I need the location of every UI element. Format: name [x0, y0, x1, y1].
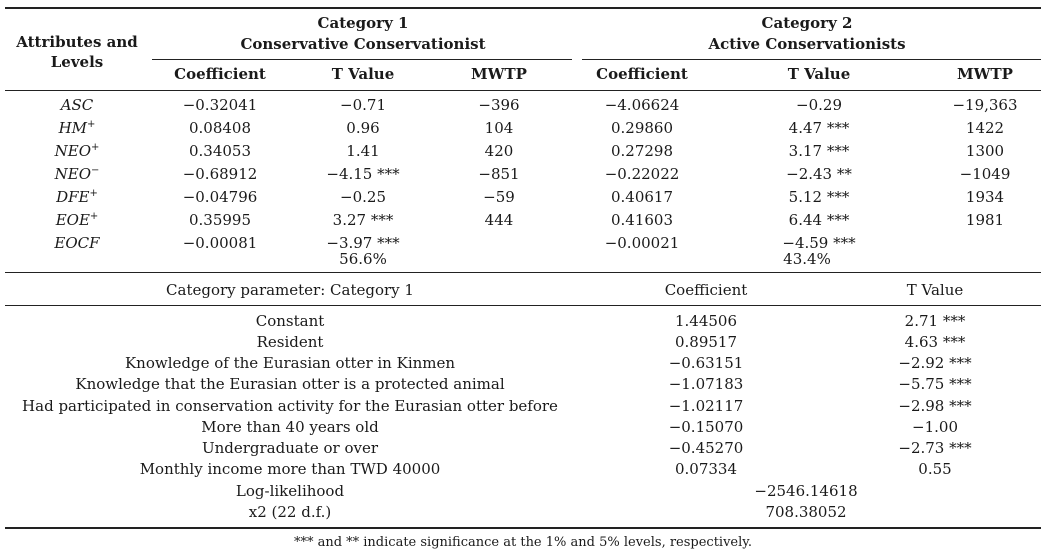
c1-coefficient: 0.08408	[188, 119, 252, 137]
category2-underline	[582, 59, 1041, 60]
c2-t-value: 5.12 ***	[788, 188, 850, 206]
param-coefficient: −0.63151	[668, 354, 744, 372]
c1-t-value: 3.27 ***	[332, 211, 394, 229]
param-coefficient: −1.07183	[668, 375, 744, 393]
param-header-label: Category parameter: Category 1	[166, 281, 414, 299]
header-rule	[5, 90, 1041, 91]
param-t-value: −2.98 ***	[898, 397, 972, 415]
attribute-name: DFE+	[56, 188, 98, 206]
c1-t-value: −4.15 ***	[326, 165, 400, 183]
param-label: Monthly income more than TWD 40000	[139, 460, 441, 478]
category2-subtitle: Active Conservationists	[708, 35, 906, 53]
c2-mwtp: 1981	[965, 211, 1005, 229]
c1-t-value: 0.96	[346, 119, 380, 137]
c1-mwtp: −396	[478, 96, 520, 114]
c2-coefficient: −4.06624	[604, 96, 680, 114]
c2-coefficient: 0.27298	[610, 142, 674, 160]
c1-mwtp: −59	[483, 188, 515, 206]
category1-share: 56.6%	[339, 250, 387, 268]
param-label: Knowledge that the Eurasian otter is a p…	[75, 375, 505, 393]
c2-mwtp: −19,363	[952, 96, 1018, 114]
param-coefficient: −1.02117	[668, 397, 744, 415]
param-label: Constant	[255, 312, 325, 330]
c2-coefficient: −0.00021	[604, 234, 680, 252]
col-header: Coefficient	[596, 65, 688, 83]
param-coefficient: 0.89517	[674, 333, 738, 351]
param-label: Undergraduate or over	[201, 439, 379, 457]
c1-coefficient: 0.35995	[188, 211, 252, 229]
top-rule	[5, 7, 1041, 9]
attribute-name: NEO−	[54, 165, 100, 183]
section-rule	[5, 272, 1041, 273]
c1-mwtp: 104	[484, 119, 514, 137]
c1-t-value: −3.97 ***	[326, 234, 400, 252]
col-header: MWTP	[471, 65, 527, 83]
fit-value: 708.38052	[765, 503, 847, 521]
c2-t-value: 3.17 ***	[788, 142, 850, 160]
col-header: MWTP	[957, 65, 1013, 83]
param-t-value: −2.73 ***	[898, 439, 972, 457]
col-header: Coefficient	[174, 65, 266, 83]
c1-t-value: 1.41	[346, 142, 380, 160]
c1-mwtp: 420	[484, 142, 514, 160]
fit-value: −2546.14618	[754, 482, 858, 500]
param-header-coefficient: Coefficient	[664, 281, 748, 299]
c2-t-value: 6.44 ***	[788, 211, 850, 229]
param-t-value: −2.92 ***	[898, 354, 972, 372]
fit-label: x2 (22 d.f.)	[248, 503, 332, 521]
category1-title: Category 1	[317, 14, 409, 32]
param-t-value: 2.71 ***	[904, 312, 966, 330]
param-coefficient: −0.45270	[668, 439, 744, 457]
c2-t-value: 4.47 ***	[788, 119, 850, 137]
attribute-name: ASC	[60, 96, 94, 114]
attributes-header: Attributes and Levels	[16, 33, 138, 71]
c1-coefficient: −0.32041	[182, 96, 258, 114]
category1-underline	[152, 59, 572, 60]
attribute-name: NEO+	[54, 142, 100, 160]
param-label: Knowledge of the Eurasian otter in Kinme…	[124, 354, 456, 372]
param-t-value: −1.00	[912, 418, 958, 436]
attribute-name: EOCF	[54, 234, 100, 252]
c2-coefficient: 0.41603	[610, 211, 674, 229]
c2-coefficient: 0.40617	[610, 188, 674, 206]
c1-t-value: −0.71	[340, 96, 386, 114]
category1-subtitle: Conservative Conservationist	[240, 35, 486, 53]
bottom-rule	[5, 527, 1041, 529]
param-t-value: 4.63 ***	[904, 333, 966, 351]
c2-coefficient: −0.22022	[604, 165, 680, 183]
param-t-value: −5.75 ***	[898, 375, 972, 393]
category2-title: Category 2	[761, 14, 853, 32]
param-t-value: 0.55	[918, 460, 952, 478]
attribute-name: EOE+	[55, 211, 99, 229]
c2-t-value: −0.29	[796, 96, 842, 114]
c2-t-value: −4.59 ***	[782, 234, 856, 252]
param-coefficient: 1.44506	[674, 312, 738, 330]
c2-mwtp: 1300	[965, 142, 1005, 160]
param-label: Resident	[256, 333, 324, 351]
param-label: More than 40 years old	[201, 418, 379, 436]
param-header-t-value: T Value	[906, 281, 964, 299]
c2-mwtp: 1422	[965, 119, 1005, 137]
c1-coefficient: −0.00081	[182, 234, 258, 252]
param-coefficient: −0.15070	[668, 418, 744, 436]
c2-coefficient: 0.29860	[610, 119, 674, 137]
col-header: T Value	[331, 65, 395, 83]
c2-mwtp: −1049	[959, 165, 1011, 183]
significance-note: *** and ** indicate significance at the …	[293, 535, 753, 550]
c2-mwtp: 1934	[965, 188, 1005, 206]
c1-coefficient: −0.04796	[182, 188, 258, 206]
param-label: Had participated in conservation activit…	[22, 397, 558, 415]
c1-mwtp: 444	[484, 211, 514, 229]
col-header: T Value	[787, 65, 851, 83]
param-coefficient: 0.07334	[674, 460, 738, 478]
attribute-name: HM+	[58, 119, 96, 137]
param-header-rule	[5, 305, 1041, 306]
c1-coefficient: 0.34053	[188, 142, 252, 160]
c1-t-value: −0.25	[340, 188, 386, 206]
c1-coefficient: −0.68912	[182, 165, 258, 183]
c2-t-value: −2.43 **	[786, 165, 852, 183]
c1-mwtp: −851	[478, 165, 520, 183]
category2-share: 43.4%	[783, 250, 831, 268]
fit-label: Log-likelihood	[235, 482, 345, 500]
